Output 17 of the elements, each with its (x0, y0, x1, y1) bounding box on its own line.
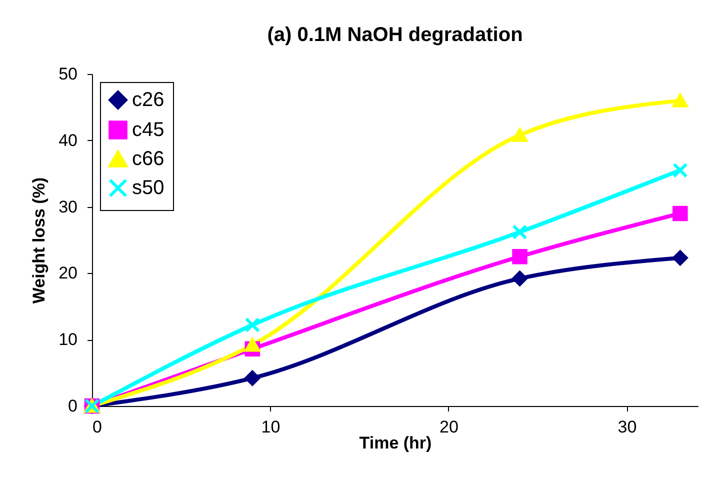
legend-label: c66 (132, 148, 164, 170)
y-tick-label: 10 (58, 330, 78, 350)
x-tick-label: 10 (261, 418, 280, 436)
x-axis-title: Time (hr) (359, 434, 432, 452)
chart-title: (a) 0.1M NaOH degradation (267, 24, 523, 46)
x-tick-label: 30 (618, 418, 637, 436)
y-tick-label: 0 (68, 396, 78, 416)
y-tick-label: 40 (58, 130, 78, 150)
y-axis-title: Weight loss (%) (30, 177, 49, 304)
legend-label: c45 (132, 119, 164, 141)
y-tick-label: 20 (58, 264, 78, 283)
x-tick-label: 20 (440, 418, 458, 436)
legend-label: c26 (132, 89, 164, 111)
y-tick-label: 50 (58, 64, 78, 84)
legend-label: s50 (132, 177, 164, 199)
y-tick-label: 30 (58, 197, 78, 216)
x-tick-label: 0 (92, 418, 102, 436)
